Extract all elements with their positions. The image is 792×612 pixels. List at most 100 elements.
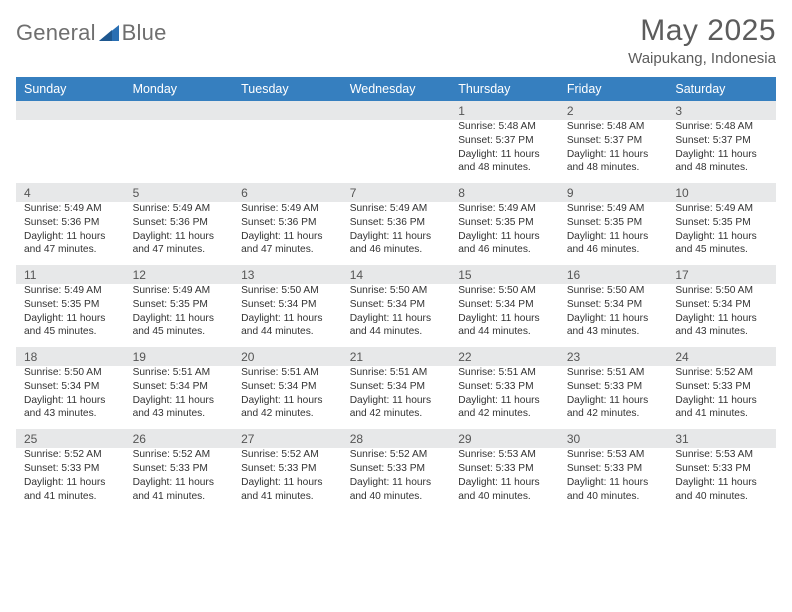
sunset-text: Sunset: 5:33 PM <box>24 462 117 476</box>
daylight-line1: Daylight: 11 hours <box>24 312 117 326</box>
day-details-cell: Sunrise: 5:48 AMSunset: 5:37 PMDaylight:… <box>667 120 776 183</box>
day-details-cell: Sunrise: 5:52 AMSunset: 5:33 PMDaylight:… <box>342 448 451 511</box>
daylight-line1: Daylight: 11 hours <box>567 230 660 244</box>
day-number-cell: 4 <box>16 183 125 202</box>
day-details-cell: Sunrise: 5:49 AMSunset: 5:36 PMDaylight:… <box>233 202 342 265</box>
day-number-cell: 28 <box>342 429 451 448</box>
sunset-text: Sunset: 5:35 PM <box>24 298 117 312</box>
day-details-cell: Sunrise: 5:53 AMSunset: 5:33 PMDaylight:… <box>559 448 668 511</box>
day-number-cell <box>16 101 125 120</box>
daylight-line1: Daylight: 11 hours <box>350 476 443 490</box>
daylight-line2: and 46 minutes. <box>350 243 443 257</box>
daylight-line1: Daylight: 11 hours <box>133 476 226 490</box>
day-details-cell: Sunrise: 5:48 AMSunset: 5:37 PMDaylight:… <box>559 120 668 183</box>
sunset-text: Sunset: 5:33 PM <box>567 380 660 394</box>
day-number-row: 18192021222324 <box>16 347 776 366</box>
brand-logo: General Blue <box>16 14 167 46</box>
day-number-cell: 9 <box>559 183 668 202</box>
day-details-cell: Sunrise: 5:50 AMSunset: 5:34 PMDaylight:… <box>667 284 776 347</box>
sunrise-text: Sunrise: 5:51 AM <box>241 366 334 380</box>
daylight-line2: and 40 minutes. <box>675 490 768 504</box>
day-details-cell: Sunrise: 5:49 AMSunset: 5:36 PMDaylight:… <box>342 202 451 265</box>
day-number-cell <box>125 101 234 120</box>
column-header: Sunday <box>16 77 125 101</box>
header: General Blue May 2025 Waipukang, Indones… <box>16 14 776 67</box>
day-number-cell: 5 <box>125 183 234 202</box>
daylight-line1: Daylight: 11 hours <box>241 394 334 408</box>
daylight-line2: and 45 minutes. <box>675 243 768 257</box>
daylight-line2: and 41 minutes. <box>133 490 226 504</box>
day-details-cell <box>233 120 342 183</box>
daylight-line2: and 42 minutes. <box>350 407 443 421</box>
sunset-text: Sunset: 5:36 PM <box>241 216 334 230</box>
daylight-line2: and 43 minutes. <box>24 407 117 421</box>
brand-name-1: General <box>16 20 96 46</box>
day-details-cell: Sunrise: 5:49 AMSunset: 5:35 PMDaylight:… <box>559 202 668 265</box>
daylight-line1: Daylight: 11 hours <box>133 230 226 244</box>
sunrise-text: Sunrise: 5:50 AM <box>458 284 551 298</box>
column-header: Friday <box>559 77 668 101</box>
sunrise-text: Sunrise: 5:50 AM <box>241 284 334 298</box>
sunrise-text: Sunrise: 5:53 AM <box>675 448 768 462</box>
day-details-cell: Sunrise: 5:49 AMSunset: 5:35 PMDaylight:… <box>450 202 559 265</box>
sunset-text: Sunset: 5:35 PM <box>133 298 226 312</box>
sunset-text: Sunset: 5:34 PM <box>241 380 334 394</box>
column-header: Thursday <box>450 77 559 101</box>
calendar-table: SundayMondayTuesdayWednesdayThursdayFrid… <box>16 77 776 511</box>
daylight-line2: and 44 minutes. <box>458 325 551 339</box>
day-number-cell: 11 <box>16 265 125 284</box>
sunset-text: Sunset: 5:33 PM <box>458 380 551 394</box>
sunrise-text: Sunrise: 5:49 AM <box>133 202 226 216</box>
daylight-line1: Daylight: 11 hours <box>458 148 551 162</box>
day-number-cell: 31 <box>667 429 776 448</box>
day-number-cell: 7 <box>342 183 451 202</box>
sunset-text: Sunset: 5:33 PM <box>567 462 660 476</box>
sunrise-text: Sunrise: 5:50 AM <box>675 284 768 298</box>
sunrise-text: Sunrise: 5:49 AM <box>350 202 443 216</box>
day-details-cell: Sunrise: 5:49 AMSunset: 5:36 PMDaylight:… <box>16 202 125 265</box>
sunrise-text: Sunrise: 5:49 AM <box>675 202 768 216</box>
daylight-line1: Daylight: 11 hours <box>133 312 226 326</box>
day-details-cell: Sunrise: 5:52 AMSunset: 5:33 PMDaylight:… <box>125 448 234 511</box>
daylight-line2: and 45 minutes. <box>24 325 117 339</box>
sunset-text: Sunset: 5:35 PM <box>458 216 551 230</box>
sunrise-text: Sunrise: 5:52 AM <box>350 448 443 462</box>
sunrise-text: Sunrise: 5:49 AM <box>24 202 117 216</box>
sunrise-text: Sunrise: 5:53 AM <box>567 448 660 462</box>
sunset-text: Sunset: 5:35 PM <box>675 216 768 230</box>
day-details-cell: Sunrise: 5:48 AMSunset: 5:37 PMDaylight:… <box>450 120 559 183</box>
day-number-cell: 15 <box>450 265 559 284</box>
day-number-cell: 1 <box>450 101 559 120</box>
daylight-line1: Daylight: 11 hours <box>241 476 334 490</box>
day-number-row: 25262728293031 <box>16 429 776 448</box>
daylight-line1: Daylight: 11 hours <box>675 312 768 326</box>
sunset-text: Sunset: 5:36 PM <box>24 216 117 230</box>
daylight-line2: and 42 minutes. <box>567 407 660 421</box>
daylight-line1: Daylight: 11 hours <box>458 312 551 326</box>
sunset-text: Sunset: 5:34 PM <box>458 298 551 312</box>
sunrise-text: Sunrise: 5:50 AM <box>24 366 117 380</box>
day-details-cell <box>342 120 451 183</box>
day-number-cell: 8 <box>450 183 559 202</box>
day-number-cell: 19 <box>125 347 234 366</box>
day-number-cell: 22 <box>450 347 559 366</box>
day-number-cell: 2 <box>559 101 668 120</box>
day-details-cell: Sunrise: 5:53 AMSunset: 5:33 PMDaylight:… <box>450 448 559 511</box>
day-number-cell: 26 <box>125 429 234 448</box>
day-details-cell: Sunrise: 5:51 AMSunset: 5:34 PMDaylight:… <box>342 366 451 429</box>
sunset-text: Sunset: 5:33 PM <box>675 380 768 394</box>
daylight-line2: and 47 minutes. <box>241 243 334 257</box>
daylight-line1: Daylight: 11 hours <box>241 312 334 326</box>
sunset-text: Sunset: 5:34 PM <box>24 380 117 394</box>
day-details-cell <box>125 120 234 183</box>
daylight-line2: and 43 minutes. <box>675 325 768 339</box>
sunset-text: Sunset: 5:34 PM <box>350 298 443 312</box>
day-number-cell: 29 <box>450 429 559 448</box>
sunrise-text: Sunrise: 5:50 AM <box>350 284 443 298</box>
sunrise-text: Sunrise: 5:49 AM <box>241 202 334 216</box>
day-details-cell: Sunrise: 5:50 AMSunset: 5:34 PMDaylight:… <box>233 284 342 347</box>
day-number-row: 11121314151617 <box>16 265 776 284</box>
brand-triangle-icon <box>98 24 120 42</box>
sunset-text: Sunset: 5:37 PM <box>567 134 660 148</box>
daylight-line1: Daylight: 11 hours <box>567 476 660 490</box>
